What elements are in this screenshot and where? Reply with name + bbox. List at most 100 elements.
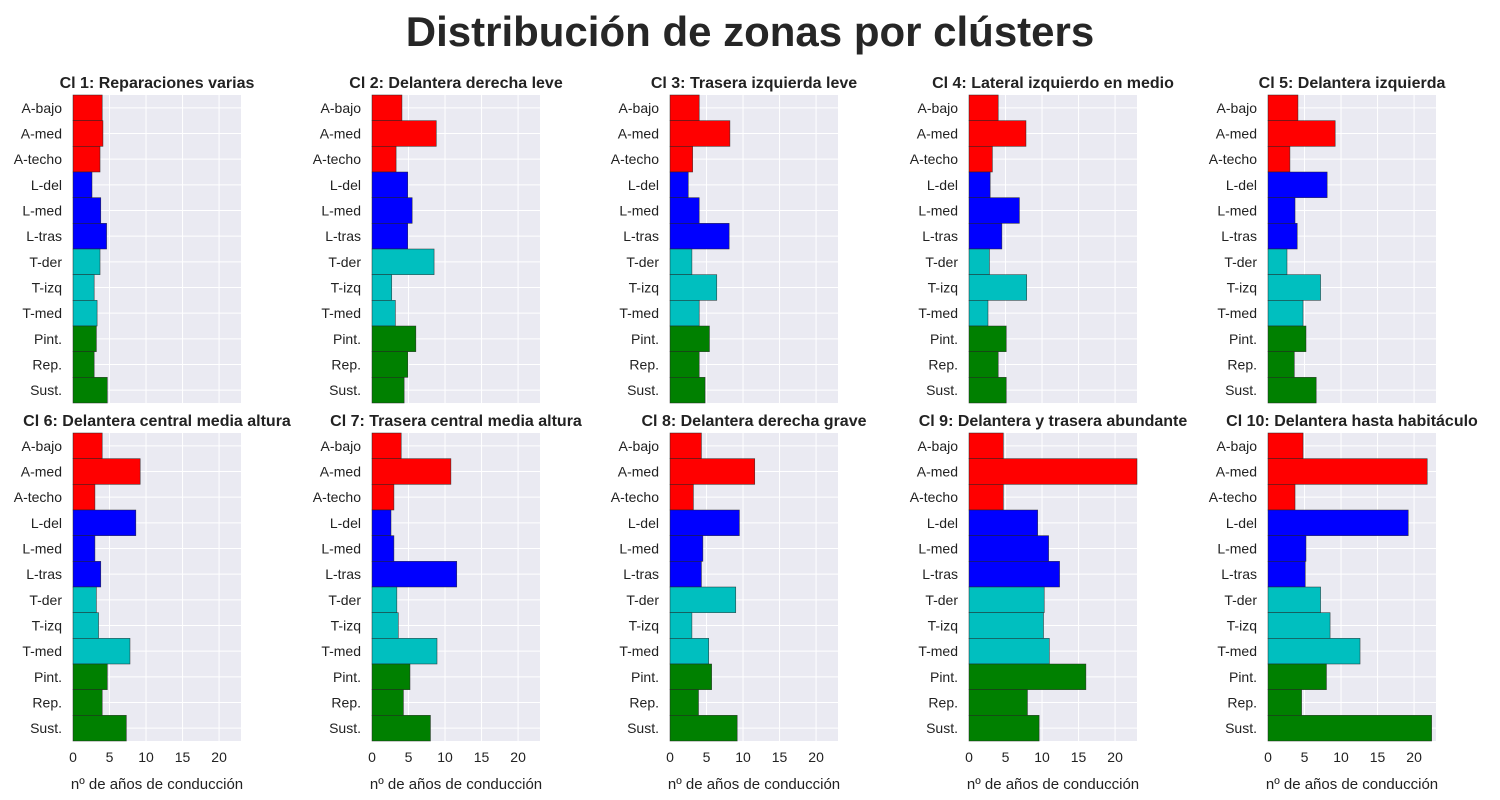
x-tick-label: 20 — [1107, 749, 1123, 765]
x-tick-label: 5 — [405, 749, 413, 765]
y-tick-label: T-med — [918, 643, 958, 659]
bar-Sust. — [1267, 715, 1432, 742]
y-tick-label: Rep. — [629, 357, 659, 373]
y-tick-label: Sust. — [1225, 720, 1257, 736]
bar-T-med — [1267, 638, 1361, 665]
y-tick-label: L-del — [628, 515, 659, 531]
x-tick-label: 0 — [368, 749, 376, 765]
bar-Rep. — [669, 351, 700, 378]
y-tick-label: Sust. — [627, 720, 659, 736]
y-tick-label: A-techo — [910, 489, 958, 505]
y-tick-label: T-izq — [928, 280, 958, 296]
y-tick-label: A-med — [618, 464, 659, 480]
bar-A-med — [371, 120, 437, 147]
bar-L-tras — [371, 223, 409, 250]
y-tick-label: L-del — [330, 515, 361, 531]
y-tick-label: T-med — [1217, 305, 1257, 321]
y-tick-label: Rep. — [331, 695, 361, 711]
bar-A-bajo — [1267, 432, 1304, 459]
y-tick-label: Pint. — [631, 669, 659, 685]
bar-L-del — [968, 171, 991, 198]
bar-L-tras — [72, 223, 107, 250]
y-tick-label: A-med — [21, 126, 62, 142]
bar-L-del — [1267, 171, 1328, 198]
x-axis-label: nº de años de conducción — [668, 776, 840, 793]
y-tick-label: Rep. — [32, 695, 62, 711]
bar-T-izq — [1267, 612, 1331, 639]
bar-L-med — [72, 197, 102, 224]
chart-panel-1: A-bajo A-med A-techo L-del L-med L-tras T-der T… — [14, 75, 254, 404]
y-tick-label: Pint. — [930, 331, 958, 347]
y-tick-label: A-bajo — [321, 100, 362, 116]
y-tick-label: Rep. — [32, 357, 62, 373]
y-tick-label: Rep. — [928, 695, 958, 711]
panel-title: Cl 2: Delantera derecha leve — [349, 75, 563, 92]
y-tick-label: L-med — [1217, 541, 1257, 557]
bar-L-tras — [1267, 223, 1298, 250]
bar-Pint. — [72, 663, 108, 690]
bar-Pint. — [669, 325, 710, 352]
y-tick-label: T-der — [626, 592, 659, 608]
x-tick-label: 10 — [1333, 749, 1349, 765]
y-tick-label: Pint. — [1229, 331, 1257, 347]
chart-panel-10: A-bajo A-med A-techo L-del L-med L-tras T-der T… — [1209, 413, 1478, 793]
y-tick-label: T-der — [1224, 592, 1257, 608]
x-tick-label: 20 — [211, 749, 227, 765]
y-tick-label: A-techo — [14, 151, 62, 167]
bar-A-bajo — [968, 432, 1004, 459]
x-tick-label: 0 — [666, 749, 674, 765]
y-tick-label: T-der — [1224, 254, 1257, 270]
bar-Sust. — [371, 377, 405, 404]
y-tick-label: A-med — [320, 464, 361, 480]
y-tick-label: Rep. — [1227, 695, 1257, 711]
bar-Sust. — [669, 377, 706, 404]
bar-L-med — [72, 535, 96, 562]
y-tick-label: A-techo — [611, 489, 659, 505]
bar-T-der — [1267, 586, 1321, 613]
bar-L-med — [669, 197, 700, 224]
bar-Pint. — [371, 663, 411, 690]
x-tick-label: 5 — [703, 749, 711, 765]
bar-T-der — [72, 248, 101, 275]
x-axis-label: nº de años de conducción — [71, 776, 243, 793]
bar-A-techo — [1267, 146, 1291, 173]
y-tick-label: A-med — [1216, 464, 1257, 480]
y-tick-label: A-techo — [611, 151, 659, 167]
bar-L-med — [968, 535, 1049, 562]
bar-A-med — [1267, 120, 1336, 147]
y-tick-label: T-izq — [928, 618, 958, 634]
y-tick-label: T-med — [1217, 643, 1257, 659]
x-tick-label: 5 — [106, 749, 114, 765]
y-tick-label: Rep. — [928, 357, 958, 373]
bar-Sust. — [968, 377, 1007, 404]
bar-A-bajo — [669, 94, 700, 121]
bar-T-der — [669, 586, 737, 613]
bar-T-izq — [968, 612, 1044, 639]
bar-T-med — [371, 300, 396, 327]
x-tick-label: 5 — [1002, 749, 1010, 765]
y-tick-label: T-izq — [1227, 280, 1257, 296]
bar-T-med — [371, 638, 438, 665]
bar-T-izq — [968, 274, 1028, 301]
panel-title: Cl 4: Lateral izquierdo en medio — [932, 75, 1174, 92]
bar-T-med — [968, 300, 989, 327]
bar-Rep. — [371, 689, 404, 716]
bar-L-med — [371, 535, 395, 562]
bar-T-izq — [72, 612, 99, 639]
y-tick-label: A-med — [618, 126, 659, 142]
y-tick-label: L-med — [1217, 203, 1257, 219]
y-tick-label: T-med — [321, 643, 361, 659]
panel-title: Cl 9: Delantera y trasera abundante — [919, 413, 1188, 430]
y-tick-label: L-med — [918, 541, 958, 557]
panel-title: Cl 5: Delantera izquierda — [1259, 75, 1446, 92]
bar-T-izq — [1267, 274, 1321, 301]
y-tick-label: L-med — [22, 203, 62, 219]
x-axis-label: nº de años de conducción — [1266, 776, 1438, 793]
y-tick-label: Pint. — [930, 669, 958, 685]
y-tick-label: Pint. — [34, 669, 62, 685]
bar-L-tras — [371, 561, 458, 588]
y-tick-label: T-der — [626, 254, 659, 270]
x-tick-label: 15 — [175, 749, 191, 765]
y-tick-label: Sust. — [926, 720, 958, 736]
y-tick-label: L-del — [1226, 515, 1257, 531]
